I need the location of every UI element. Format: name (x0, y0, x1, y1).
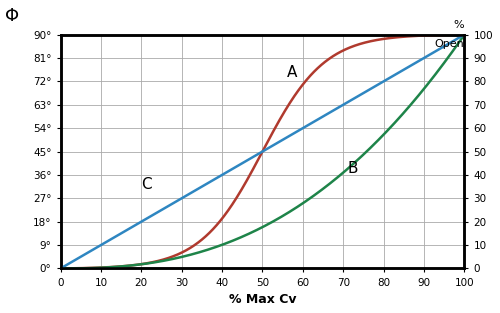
Text: A: A (286, 65, 297, 80)
X-axis label: % Max Cv: % Max Cv (228, 293, 296, 306)
Text: Φ: Φ (5, 7, 19, 25)
Text: %: % (454, 20, 464, 30)
Text: C: C (142, 177, 152, 192)
Text: Open: Open (434, 39, 464, 49)
Text: B: B (348, 161, 358, 176)
